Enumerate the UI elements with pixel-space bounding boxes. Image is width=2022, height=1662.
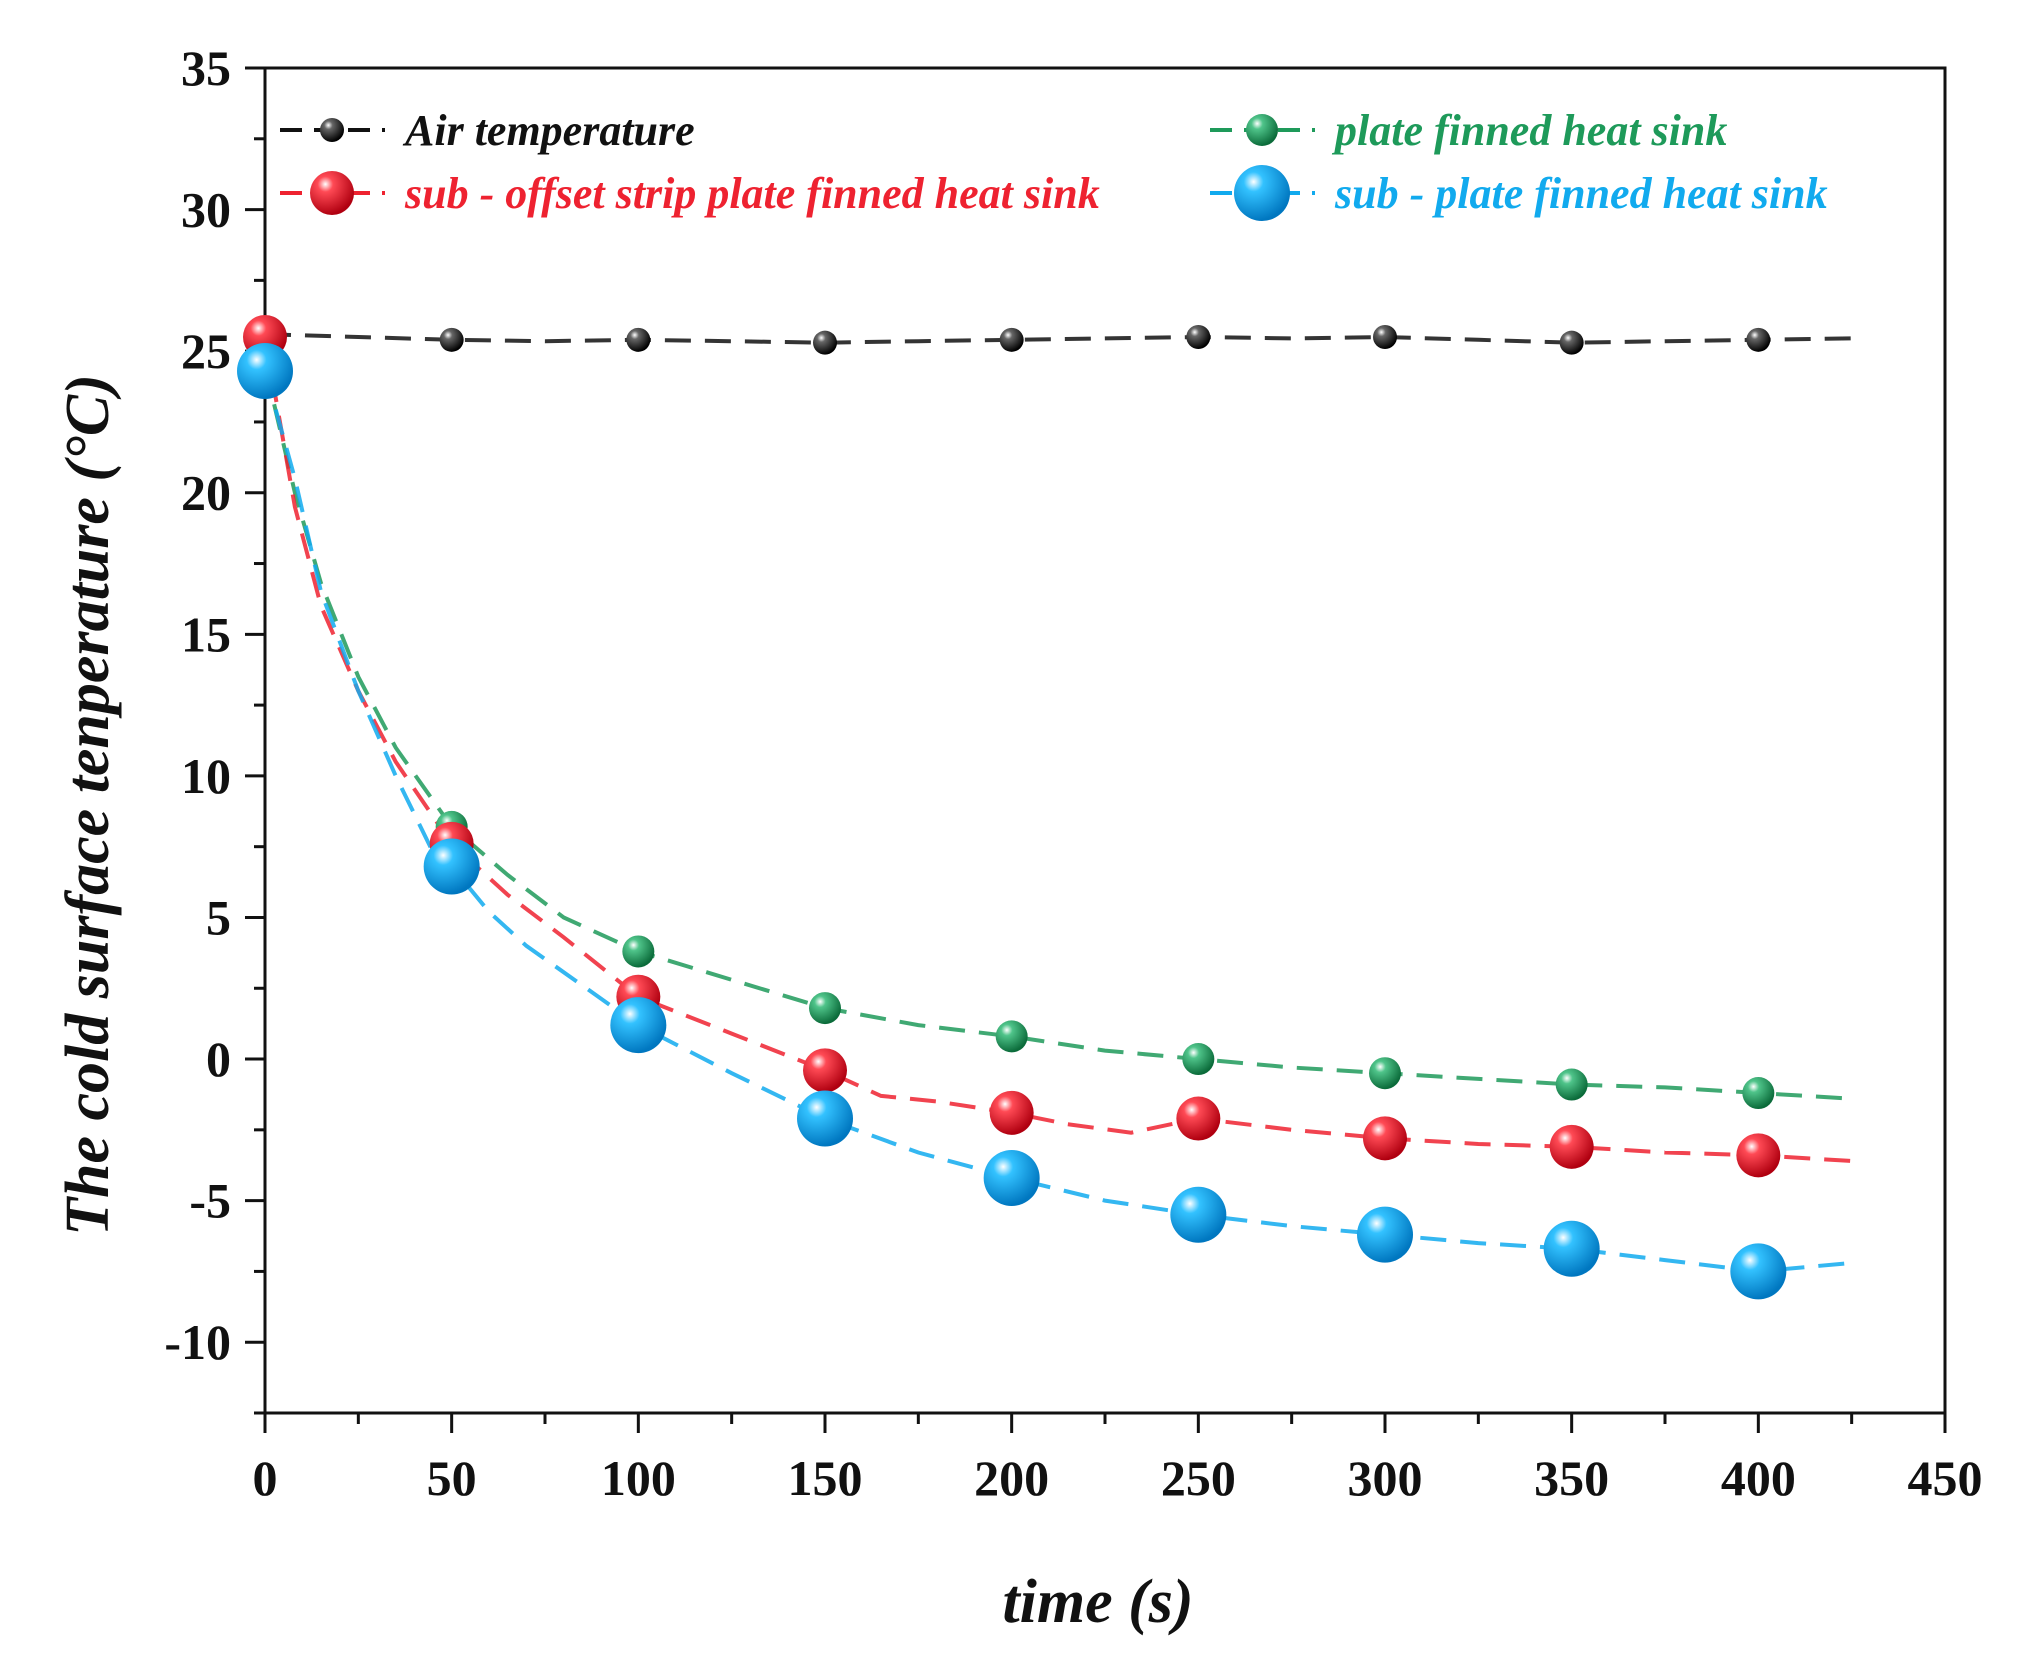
legend-label-plate-finned: plate finned heat sink [1331, 106, 1727, 155]
data-point-plate-finned [995, 1020, 1028, 1053]
y-tick-label: 30 [181, 182, 231, 238]
plot-frame [263, 66, 1947, 1415]
data-point-air-temperature [999, 327, 1024, 352]
legend-marker-sub-plate-finned [1234, 165, 1290, 221]
y-tick-label: 25 [181, 323, 231, 379]
data-point-plate-finned [1182, 1043, 1215, 1076]
x-tick-label: 250 [1161, 1450, 1236, 1506]
y-tick-label: 15 [181, 606, 231, 662]
data-point-air-temperature [1186, 325, 1211, 349]
x-tick-label: 0 [253, 1450, 278, 1506]
data-point-plate-finned [809, 992, 841, 1025]
y-tick-label: 20 [181, 465, 231, 521]
y-tick-label: 10 [181, 748, 231, 804]
x-tick-label: 350 [1534, 1450, 1609, 1506]
data-point-plate-finned [1555, 1068, 1588, 1101]
axes: 0 50 100 150 200 250 300 350 400 450 -10 -5 0 5 10 15 20… [164, 40, 1982, 1506]
data-point-sub-plate-finned [797, 1090, 853, 1147]
y-tick-label: 35 [181, 40, 231, 96]
y-tick-label: -10 [164, 1314, 231, 1370]
data-point-sub-plate-finned [1730, 1243, 1787, 1300]
y-axis-title: The cold surface tenperature (°C) [54, 374, 122, 1236]
data-point-sub-offset-strip [989, 1090, 1034, 1135]
x-tick-label: 100 [601, 1450, 676, 1506]
data-point-sub-plate-finned [610, 997, 667, 1054]
data-point-sub-offset-strip [1736, 1133, 1781, 1178]
data-point-sub-plate-finned [1170, 1186, 1227, 1243]
data-point-sub-plate-finned [983, 1149, 1040, 1206]
y-tick-label: -5 [189, 1173, 231, 1229]
x-tick-label: 50 [427, 1450, 477, 1506]
x-axis-title: time (s) [1002, 1568, 1193, 1636]
series-line-sub-plate-finned [263, 370, 1852, 1274]
data-point-plate-finned [1742, 1077, 1775, 1110]
data-point-air-temperature [439, 327, 464, 352]
legend: Air temperature plate finned heat sink sub… [280, 106, 1828, 221]
x-tick-label: 450 [1908, 1450, 1983, 1506]
legend-label-sub-offset-strip: sub - offset strip plate finned heat sin… [404, 169, 1100, 218]
legend-marker-sub-offset-strip [310, 171, 354, 215]
data-point-air-temperature [813, 330, 837, 355]
data-point-sub-offset-strip [1176, 1096, 1221, 1141]
x-tick-label: 200 [974, 1450, 1049, 1506]
data-point-sub-plate-finned [423, 838, 480, 895]
data-point-air-temperature [1559, 330, 1584, 355]
data-point-air-temperature [626, 327, 651, 352]
legend-label-sub-plate-finned: sub - plate finned heat sink [1334, 169, 1828, 218]
x-tick-label: 300 [1348, 1450, 1423, 1506]
y-tick-label: 5 [206, 889, 231, 945]
x-tick-label: 400 [1721, 1450, 1796, 1506]
series-line-plate-finned [263, 364, 1852, 1101]
legend-marker-air-temperature [320, 118, 344, 142]
y-tick-label: 0 [206, 1031, 231, 1087]
data-point-plate-finned [622, 935, 655, 968]
legend-marker-plate-finned [1246, 114, 1278, 146]
data-point-sub-plate-finned [237, 342, 293, 399]
x-tick-label: 150 [788, 1450, 863, 1506]
data-point-sub-offset-strip [1363, 1116, 1407, 1161]
data-point-plate-finned [1369, 1057, 1401, 1090]
series-line-air-temperature [264, 332, 1852, 345]
legend-label-air-temperature: Air temperature [402, 106, 695, 155]
series-layer [237, 315, 1852, 1300]
data-point-sub-plate-finned [1543, 1220, 1600, 1277]
data-point-air-temperature [1373, 325, 1397, 349]
data-point-sub-offset-strip [803, 1048, 847, 1093]
data-point-air-temperature [1746, 327, 1771, 352]
series-line-sub-offset-strip [263, 336, 1852, 1163]
data-point-sub-offset-strip [1549, 1124, 1594, 1169]
data-point-sub-plate-finned [1357, 1206, 1413, 1263]
